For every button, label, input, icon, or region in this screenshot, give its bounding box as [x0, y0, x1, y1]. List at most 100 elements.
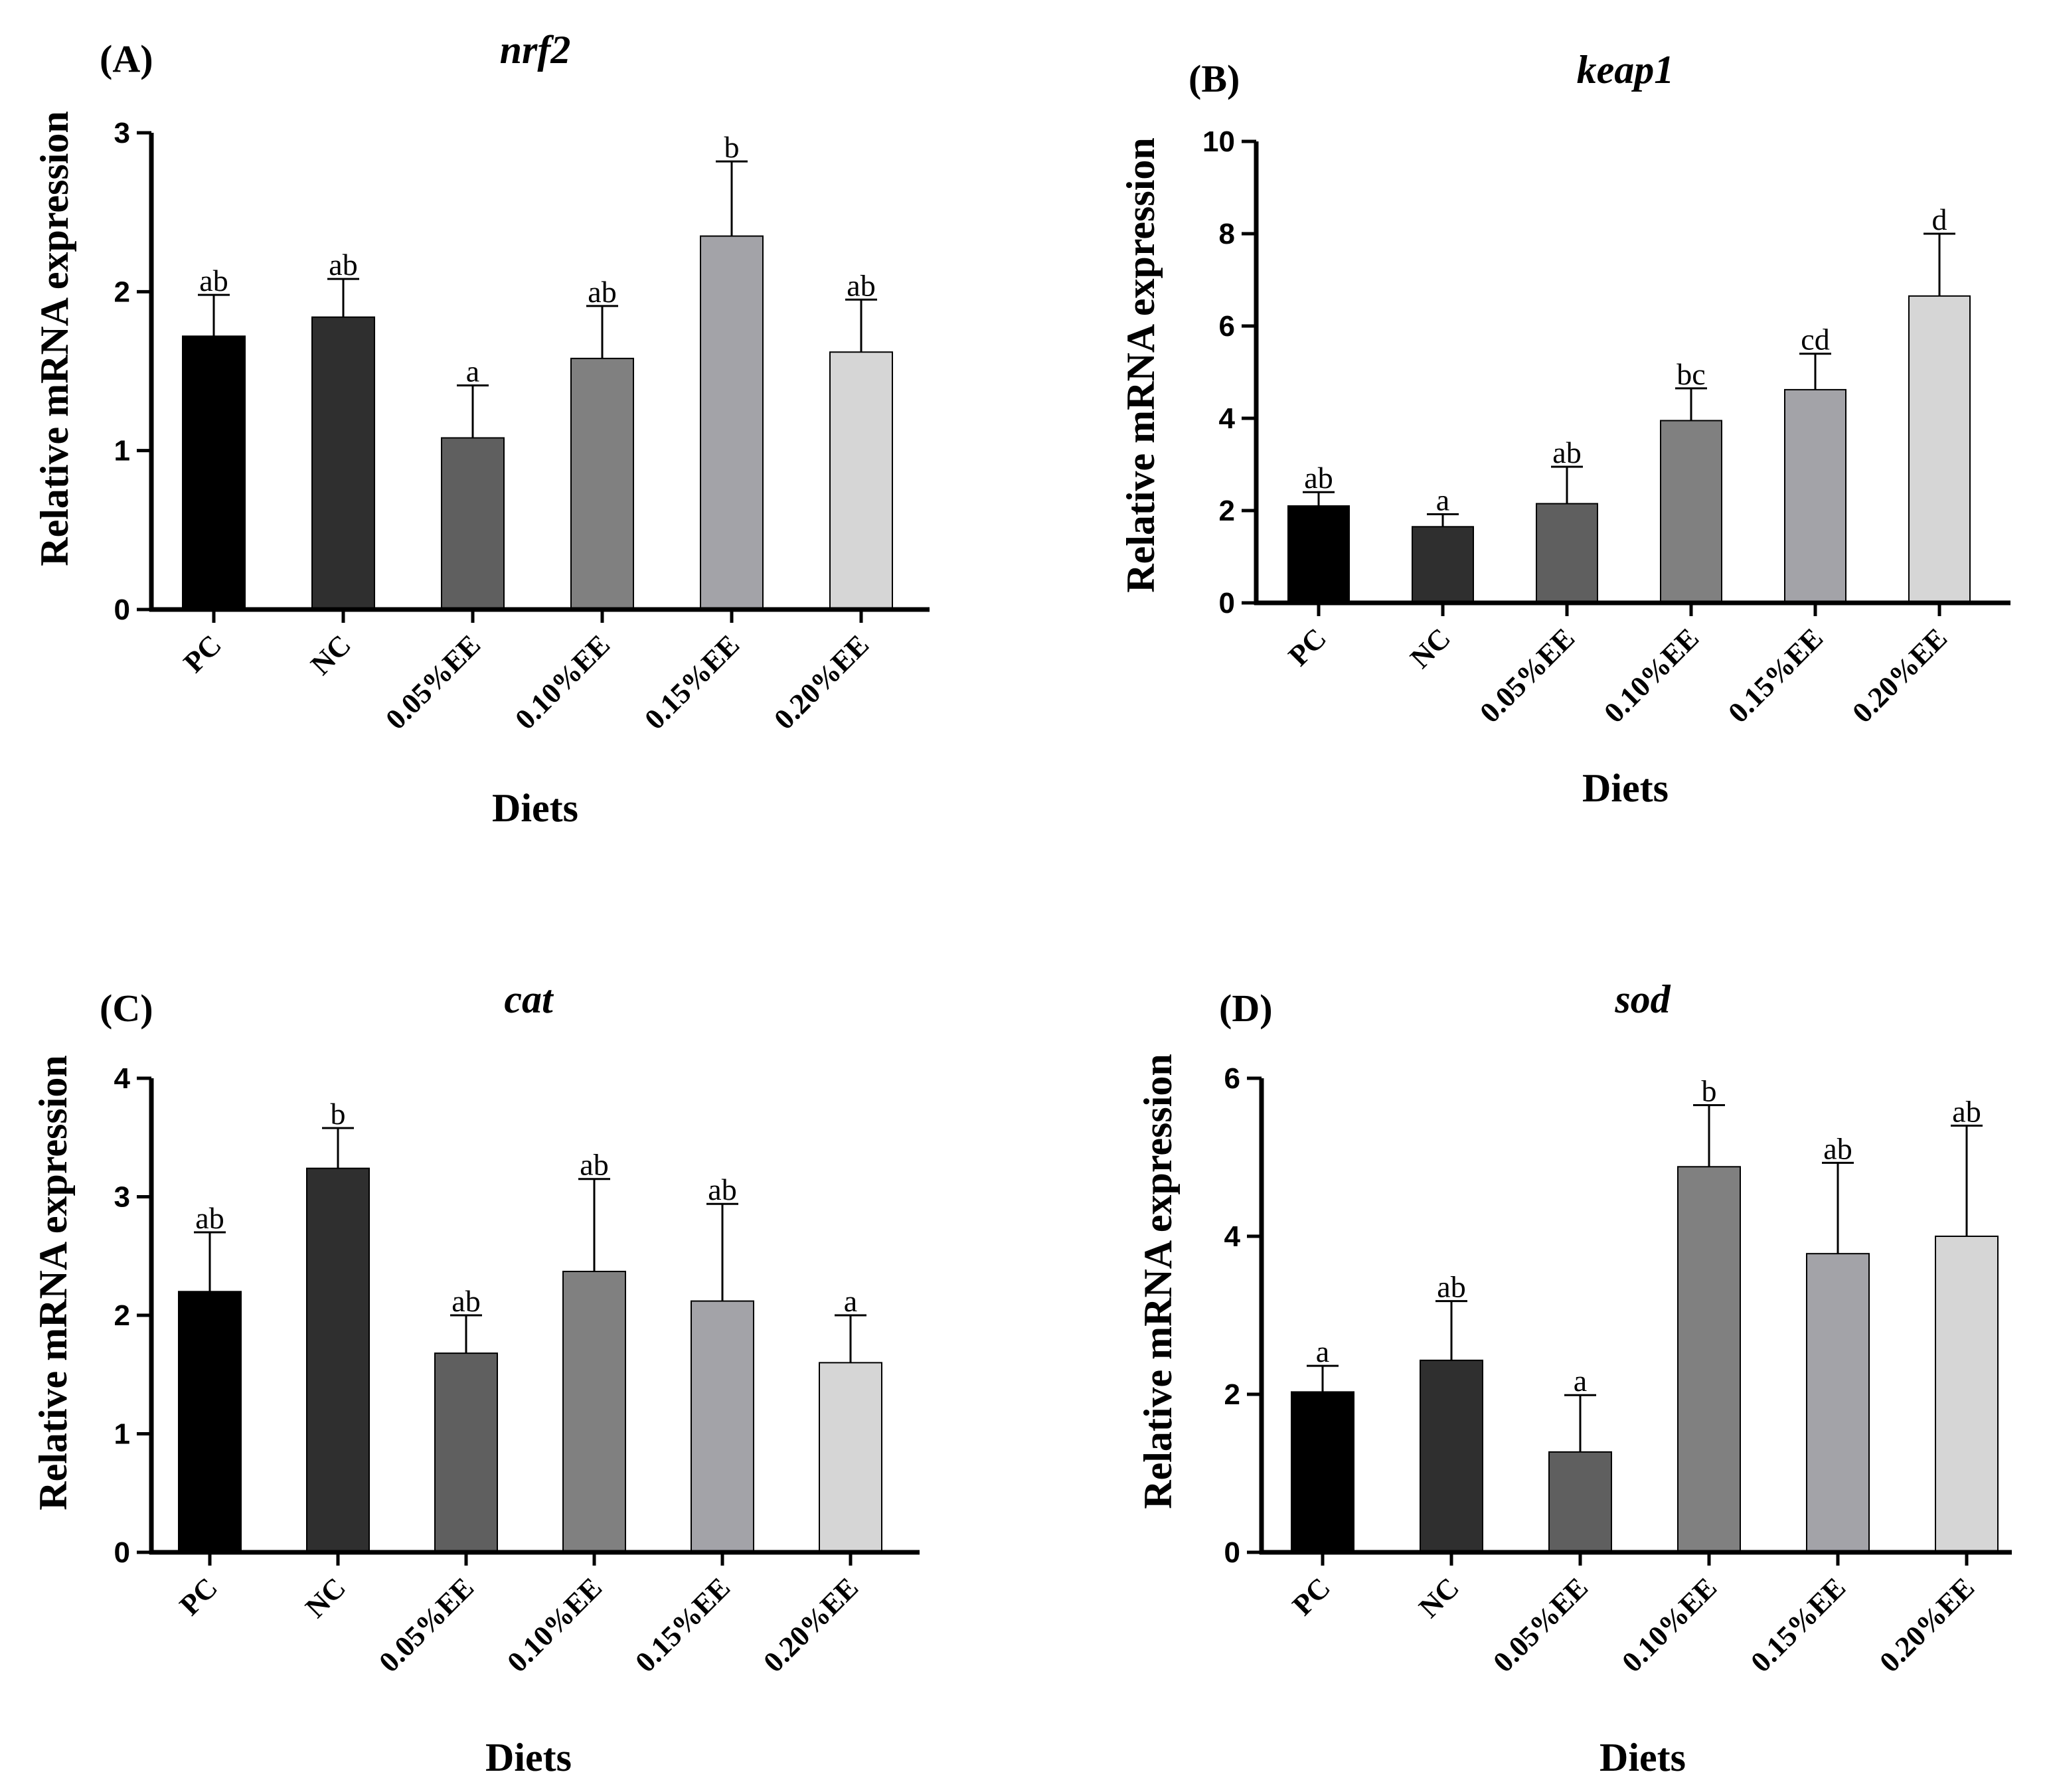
significance-label-0: ab — [1304, 461, 1333, 495]
bar-1 — [311, 316, 375, 610]
category-label-0: PC — [1282, 621, 1333, 672]
bar-5 — [819, 1362, 882, 1553]
significance-label-0: ab — [195, 1201, 224, 1235]
bar-4 — [1784, 388, 1846, 604]
x-axis-label: Diets — [485, 1736, 572, 1779]
significance-label-3: b — [1702, 1074, 1717, 1107]
significance-label-1: b — [331, 1097, 346, 1131]
significance-label-5: a — [844, 1284, 857, 1318]
significance-label-3: ab — [580, 1148, 608, 1182]
significance-label-2: a — [1574, 1364, 1587, 1398]
category-label-4: 0.15%EE — [1722, 621, 1829, 729]
chart-title: cat — [504, 977, 554, 1021]
category-label-1: NC — [299, 1571, 352, 1624]
y-tick-label-0: 0 — [114, 594, 130, 626]
y-tick-label-3: 3 — [114, 117, 130, 149]
significance-label-3: bc — [1677, 357, 1705, 391]
y-tick-label-2: 2 — [114, 276, 130, 308]
bar-3 — [562, 1270, 626, 1553]
significance-label-4: cd — [1801, 323, 1829, 357]
x-axis-label: Diets — [1582, 766, 1669, 810]
bar-3 — [570, 357, 634, 610]
bar-1 — [1420, 1359, 1483, 1554]
y-tick-label-0: 0 — [1219, 587, 1235, 619]
y-axis-label: Relative mRNA expression — [33, 111, 76, 566]
panel-d: (D) sod Relative mRNA expression Diets a… — [1136, 977, 2012, 1779]
bar-3 — [1677, 1166, 1741, 1553]
bar-1 — [306, 1167, 370, 1554]
bar-2 — [434, 1352, 498, 1553]
significance-label-4: ab — [708, 1173, 736, 1206]
category-label-4: 0.15%EE — [629, 1571, 736, 1678]
significance-label-2: a — [466, 355, 479, 388]
y-axis-label: Relative mRNA expression — [1119, 137, 1163, 593]
significance-label-3: ab — [588, 275, 616, 309]
category-label-2: 0.05%EE — [1473, 621, 1581, 729]
y-tick-label-0: 0 — [1224, 1536, 1240, 1569]
significance-label-0: ab — [199, 264, 228, 297]
category-label-2: 0.05%EE — [379, 628, 487, 736]
panel-a: (A) nrf2 Relative mRNA expression Diets … — [33, 28, 930, 830]
bar-5 — [1908, 295, 1971, 604]
significance-label-4: b — [724, 130, 740, 164]
y-tick-label-2: 4 — [1219, 402, 1236, 435]
x-axis-label: Diets — [492, 786, 578, 830]
bar-2 — [441, 437, 505, 611]
panel-label: (C) — [100, 987, 153, 1030]
category-label-3: 0.10%EE — [509, 628, 616, 736]
bar-4 — [1806, 1253, 1870, 1554]
y-tick-label-1: 1 — [114, 435, 130, 467]
y-tick-label-3: 6 — [1224, 1062, 1240, 1095]
panel-label: (D) — [1219, 987, 1273, 1030]
category-label-3: 0.10%EE — [1597, 621, 1705, 729]
category-label-1: NC — [1404, 621, 1457, 675]
bar-2 — [1548, 1451, 1612, 1554]
significance-label-1: ab — [1437, 1270, 1465, 1304]
x-axis-label: Diets — [1599, 1736, 1686, 1779]
y-tick-label-5: 10 — [1202, 125, 1235, 158]
significance-label-1: a — [1436, 483, 1449, 517]
category-label-5: 0.20%EE — [1846, 621, 1953, 729]
significance-label-5: ab — [847, 268, 875, 302]
bar-0 — [178, 1291, 242, 1554]
category-label-5: 0.20%EE — [757, 1571, 864, 1678]
significance-label-5: ab — [1952, 1094, 1981, 1128]
chart-title: keap1 — [1577, 48, 1675, 92]
category-label-0: PC — [177, 628, 228, 679]
category-label-3: 0.10%EE — [1615, 1571, 1723, 1678]
bar-5 — [1935, 1236, 1999, 1553]
bar-0 — [1291, 1391, 1354, 1553]
category-label-2: 0.05%EE — [1487, 1571, 1594, 1678]
chart-title: nrf2 — [500, 28, 571, 72]
category-label-0: PC — [1286, 1571, 1337, 1621]
significance-label-1: ab — [329, 248, 357, 282]
category-label-2: 0.05%EE — [372, 1571, 480, 1678]
category-label-4: 0.15%EE — [638, 628, 746, 736]
y-tick-label-2: 4 — [1224, 1220, 1241, 1253]
category-label-1: NC — [1412, 1571, 1465, 1624]
bar-1 — [1412, 526, 1474, 604]
significance-label-0: a — [1316, 1335, 1329, 1368]
y-tick-label-1: 2 — [1224, 1378, 1240, 1411]
panel-label: (B) — [1188, 57, 1240, 100]
category-label-3: 0.10%EE — [501, 1571, 608, 1678]
significance-label-5: d — [1932, 203, 1947, 236]
bar-5 — [829, 351, 893, 611]
y-tick-label-4: 4 — [114, 1062, 131, 1095]
panel-c: (C) cat Relative mRNA expression Diets a… — [31, 977, 920, 1779]
y-tick-label-4: 8 — [1219, 218, 1235, 250]
bar-3 — [1660, 420, 1722, 604]
significance-label-2: ab — [451, 1284, 480, 1318]
y-tick-label-3: 6 — [1219, 310, 1235, 343]
bar-0 — [182, 335, 246, 610]
bar-2 — [1536, 503, 1598, 604]
y-tick-label-1: 2 — [1219, 495, 1235, 527]
significance-label-2: ab — [1552, 436, 1581, 469]
panel-b: (B) keap1 Relative mRNA expression Diets… — [1119, 48, 2010, 810]
category-label-5: 0.20%EE — [1873, 1571, 1981, 1678]
chart-title: sod — [1614, 977, 1671, 1021]
y-tick-label-1: 1 — [114, 1418, 130, 1451]
y-tick-label-2: 2 — [114, 1299, 130, 1332]
category-label-5: 0.20%EE — [768, 628, 875, 736]
